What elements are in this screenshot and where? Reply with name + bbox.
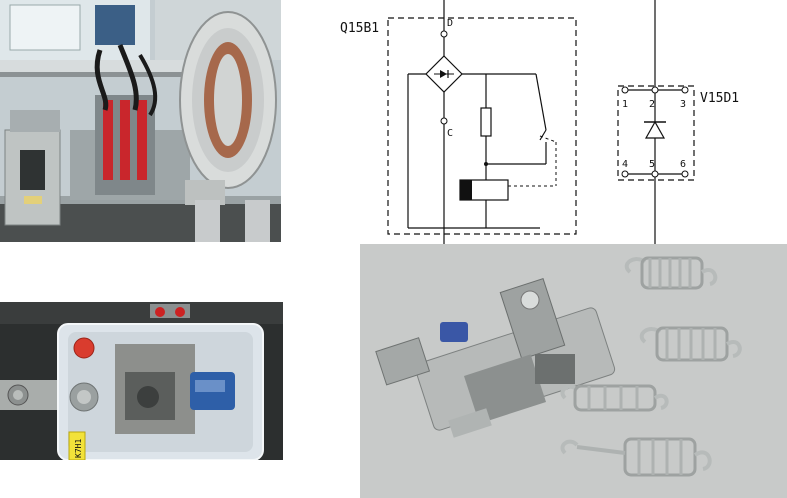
pin-5: 5 bbox=[649, 159, 655, 170]
relay-tag-text: K7H1 bbox=[74, 439, 83, 458]
circuit-schematic: Q15B1 D C bbox=[300, 0, 787, 244]
motor-breaker-photo bbox=[0, 0, 281, 242]
pin-6: 6 bbox=[680, 159, 686, 170]
relay-tag bbox=[68, 431, 86, 460]
terminal-c-label: C bbox=[447, 128, 453, 139]
pin-3: 3 bbox=[680, 99, 686, 110]
diode-block-enclosure bbox=[617, 85, 695, 181]
switch-contact bbox=[539, 129, 547, 141]
trip-mechanism bbox=[375, 277, 616, 438]
pin-4: 4 bbox=[622, 159, 628, 170]
terminal-d-label: D bbox=[447, 18, 453, 29]
relay-enclosure-photo: K7H1 bbox=[0, 302, 283, 460]
breaker-label: Q15B1 bbox=[340, 21, 379, 36]
pin-1: 1 bbox=[622, 99, 628, 110]
pin-2: 2 bbox=[649, 99, 655, 110]
springs bbox=[560, 256, 742, 477]
disassembled-parts-photo bbox=[360, 244, 787, 498]
breaker-enclosure bbox=[387, 17, 577, 235]
diode-symbol bbox=[644, 120, 666, 139]
diode-block-label: V15D1 bbox=[700, 91, 739, 106]
resistor bbox=[480, 107, 492, 137]
